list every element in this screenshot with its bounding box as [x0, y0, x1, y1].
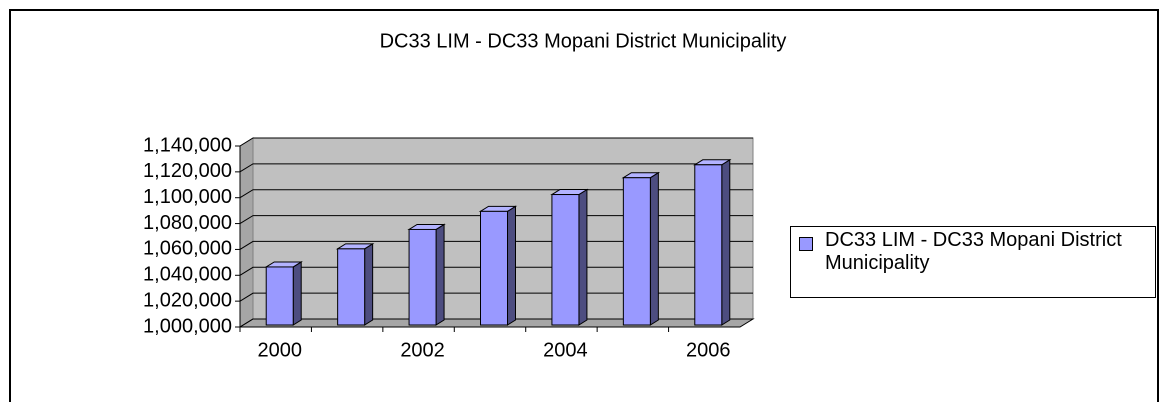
bar-side — [649, 171, 659, 326]
x-tick-label: 2002 — [400, 339, 445, 361]
chart-title: DC33 LIM - DC33 Mopani District Municipa… — [380, 30, 787, 52]
legend-swatch — [799, 237, 813, 251]
bar — [621, 171, 661, 326]
bar-front — [551, 194, 580, 326]
x-tick-label: 2000 — [257, 339, 302, 361]
y-tick-label: 1,000,000 — [143, 315, 232, 337]
bar — [335, 242, 375, 326]
y-tick-label: 1,020,000 — [143, 289, 232, 311]
bar — [478, 205, 518, 326]
bar-front — [408, 228, 437, 326]
bar-side — [507, 205, 516, 326]
y-tick-label: 1,140,000 — [143, 134, 232, 156]
bar — [550, 188, 589, 326]
legend-label: DC33 LIM - DC33 Mopani District Municipa… — [825, 229, 1122, 274]
bar — [264, 261, 303, 326]
y-tick-label: 1,120,000 — [143, 160, 232, 182]
x-tick-label: 2006 — [686, 339, 731, 361]
bar — [693, 158, 732, 326]
bar-side — [364, 242, 374, 326]
bar-front — [694, 164, 723, 326]
bar-side — [578, 188, 588, 326]
bar — [407, 223, 446, 326]
grid-line — [239, 137, 753, 147]
bar-side — [721, 158, 731, 326]
bar-front — [622, 177, 651, 326]
bar-front — [480, 210, 508, 326]
y-tick-label: 1,060,000 — [143, 238, 232, 260]
y-tick-label: 1,080,000 — [143, 212, 232, 234]
bar-side — [435, 223, 445, 326]
y-tick-label: 1,040,000 — [143, 264, 232, 286]
grid-line — [239, 163, 753, 173]
bar-side — [292, 261, 302, 326]
bar-front — [265, 266, 294, 326]
side-wall — [239, 137, 254, 328]
legend: DC33 LIM - DC33 Mopani District Municipa… — [790, 226, 1156, 298]
y-tick-label: 1,100,000 — [143, 186, 232, 208]
bar-front — [337, 248, 366, 326]
x-tick-label: 2004 — [543, 339, 588, 361]
